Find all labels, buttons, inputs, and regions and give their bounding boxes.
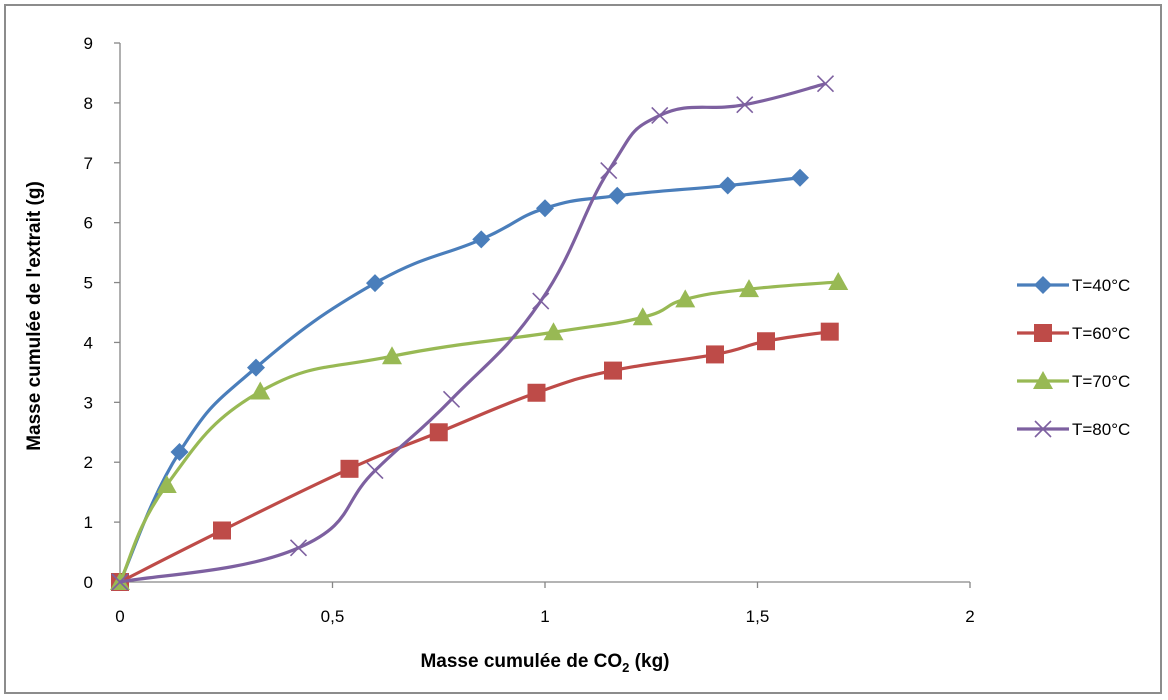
chart-frame	[4, 4, 1162, 694]
ticks-layer: 0 1 2 3 4 5 6 7 8 9 0 0,5 1 1,5 2	[84, 34, 975, 626]
legend-label: T=60°C	[1072, 324, 1130, 343]
x-marker-stroke	[111, 573, 129, 591]
series-4-point	[289, 539, 308, 557]
legend-swatch-marker	[1034, 276, 1052, 294]
series-3-point	[156, 474, 177, 493]
x-marker-stroke	[651, 106, 669, 125]
legend: T=40°C T=60°C T=70°C T=80°C	[1017, 276, 1130, 439]
legend-swatch-marker	[1034, 420, 1052, 438]
y-tick-label: 1	[84, 513, 93, 532]
series-4-point	[600, 161, 618, 180]
legend-label: T=70°C	[1072, 372, 1130, 391]
series-2-point	[213, 521, 231, 540]
series-4-point	[816, 75, 835, 93]
y-tick-label: 7	[84, 154, 93, 173]
series-1-point	[366, 274, 384, 293]
x-marker-stroke	[736, 96, 754, 114]
series-2-point	[820, 322, 839, 341]
series-4-point	[532, 292, 550, 310]
series-1-point	[247, 358, 265, 377]
x-axis-title-main: Masse cumulée de CO	[420, 651, 622, 672]
x-marker-stroke	[442, 390, 461, 408]
legend-label: T=80°C	[1072, 420, 1130, 439]
legend-swatch-marker	[1034, 324, 1052, 342]
series-2-group	[111, 322, 839, 591]
y-tick-label: 6	[84, 214, 93, 233]
series-3-point	[739, 279, 759, 298]
x-tick-label: 0,5	[321, 607, 345, 626]
legend-item: T=60°C	[1017, 324, 1130, 343]
y-tick-label: 4	[84, 333, 93, 352]
y-tick-label: 3	[84, 393, 93, 412]
series-1-line	[118, 176, 801, 583]
series-4-point	[442, 390, 461, 408]
series-2-point	[604, 361, 622, 380]
series-4-point	[111, 573, 129, 591]
series-3-line	[118, 280, 839, 583]
series-2-point	[340, 459, 359, 478]
series-3-point	[382, 346, 402, 365]
x-marker-stroke	[816, 75, 835, 93]
series-2-point	[527, 383, 546, 402]
legend-label: T=40°C	[1072, 276, 1130, 295]
series-layer	[110, 75, 849, 591]
x-marker-stroke	[1034, 420, 1052, 438]
y-tick-label: 2	[84, 453, 93, 472]
y-tick-label: 0	[84, 573, 93, 592]
series-3-point	[675, 289, 696, 308]
x-axis-title-unit: (kg)	[629, 651, 669, 672]
series-3-point	[543, 322, 564, 341]
series-3-group	[110, 271, 849, 590]
series-2-point	[429, 423, 448, 442]
series-3-point	[828, 271, 849, 290]
series-4-group	[111, 75, 835, 591]
series-4-point	[366, 462, 384, 480]
series-1-point	[472, 230, 491, 249]
legend-item: T=70°C	[1017, 371, 1130, 391]
y-tick-label: 8	[84, 94, 93, 113]
x-tick-label: 1	[540, 607, 549, 626]
x-tick-label: 1,5	[746, 607, 770, 626]
series-3-point	[632, 307, 653, 326]
y-tick-label: 9	[84, 34, 93, 53]
x-marker-stroke	[600, 161, 618, 180]
x-axis-title-subscript: 2	[622, 660, 629, 675]
y-tick-label: 5	[84, 274, 93, 293]
series-4-point	[651, 106, 669, 125]
x-axis-title: Masse cumulée de CO2 (kg)	[420, 651, 669, 675]
legend-item: T=80°C	[1017, 420, 1130, 439]
series-1-point	[791, 168, 809, 187]
x-marker-stroke	[532, 292, 550, 310]
x-marker-stroke	[289, 539, 308, 557]
series-1-point	[718, 176, 737, 195]
y-axis-title: Masse cumulée de l'extrait (g)	[24, 181, 45, 451]
series-1-point	[536, 199, 554, 218]
legend-swatch-marker	[1033, 371, 1053, 389]
series-1-point	[170, 443, 189, 462]
series-2-point	[757, 332, 775, 351]
legend-item: T=40°C	[1017, 276, 1130, 295]
x-tick-label: 0	[115, 607, 124, 626]
series-2-point	[706, 345, 724, 364]
series-1-point	[608, 186, 627, 205]
x-marker-stroke	[366, 462, 384, 480]
axes-layer	[119, 43, 970, 583]
series-2-line	[119, 330, 830, 584]
x-tick-label: 2	[965, 607, 974, 626]
series-4-line	[119, 82, 826, 584]
series-4-point	[736, 96, 754, 114]
series-3-point	[250, 381, 271, 400]
